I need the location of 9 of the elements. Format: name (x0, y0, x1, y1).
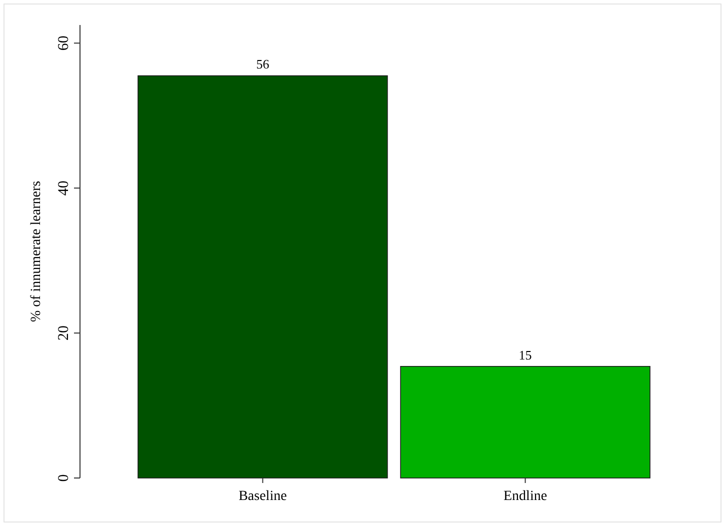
data-label: 15 (518, 347, 532, 362)
y-tick-label: 0 (56, 474, 72, 482)
y-tick-label: 60 (56, 36, 72, 51)
x-tick-label: Baseline (238, 489, 287, 504)
x-tick-label: Endline (504, 489, 548, 504)
y-tick-label: 20 (56, 326, 72, 341)
data-label: 56 (256, 56, 270, 72)
y-tick-label: 40 (56, 180, 72, 196)
y-axis-title: % of innumerate learners (29, 180, 44, 322)
